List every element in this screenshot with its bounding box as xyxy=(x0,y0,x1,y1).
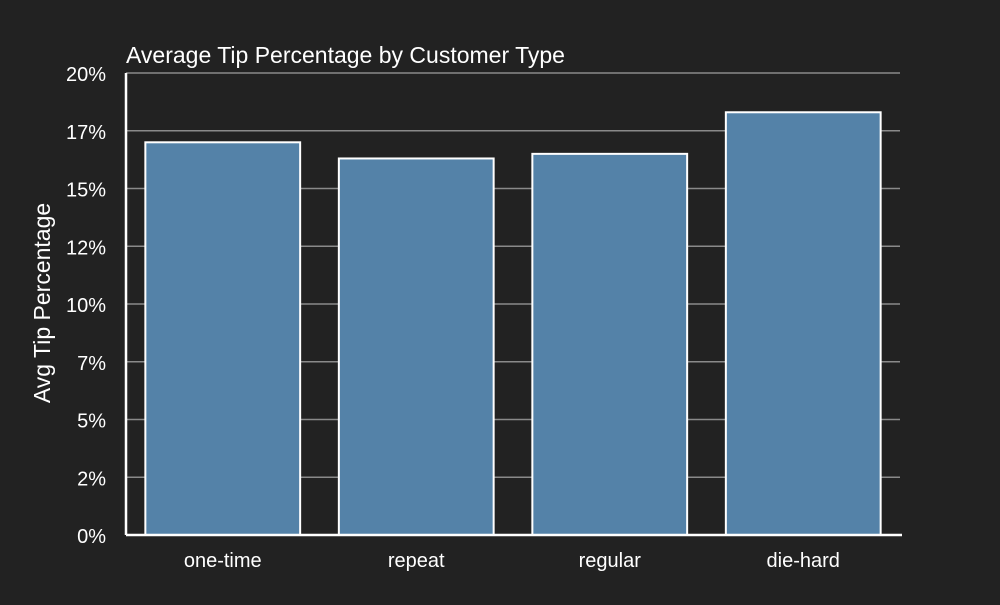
axes xyxy=(124,73,902,537)
y-tick-label: 0% xyxy=(77,526,106,548)
y-tick-label: 2% xyxy=(77,468,106,490)
y-axis-label: Avg Tip Percentage xyxy=(29,203,55,403)
y-tick-label: 7% xyxy=(77,353,106,375)
y-tick-label: 20% xyxy=(66,64,106,86)
bar-one-time xyxy=(144,141,302,537)
x-tick-label: repeat xyxy=(388,550,445,572)
x-tick-label: one-time xyxy=(184,550,262,572)
y-tick-label: 15% xyxy=(66,180,106,202)
bar-die-hard xyxy=(724,111,882,537)
bar-regular xyxy=(531,152,689,536)
chart-title: Average Tip Percentage by Customer Type xyxy=(126,42,565,68)
y-tick-label: 12% xyxy=(66,237,106,259)
x-tick-labels: one-time repeat regular die-hard xyxy=(184,550,840,572)
y-tick-labels: 0% 2% 5% 7% 10% 12% 15% 17% 20% xyxy=(66,64,106,548)
x-tick-label: regular xyxy=(579,550,642,572)
bars xyxy=(144,111,882,537)
bar-repeat xyxy=(337,157,495,536)
y-tick-label: 5% xyxy=(77,411,106,433)
y-tick-label: 17% xyxy=(66,122,106,144)
y-tick-label: 10% xyxy=(66,295,106,317)
x-tick-label: die-hard xyxy=(767,550,840,572)
